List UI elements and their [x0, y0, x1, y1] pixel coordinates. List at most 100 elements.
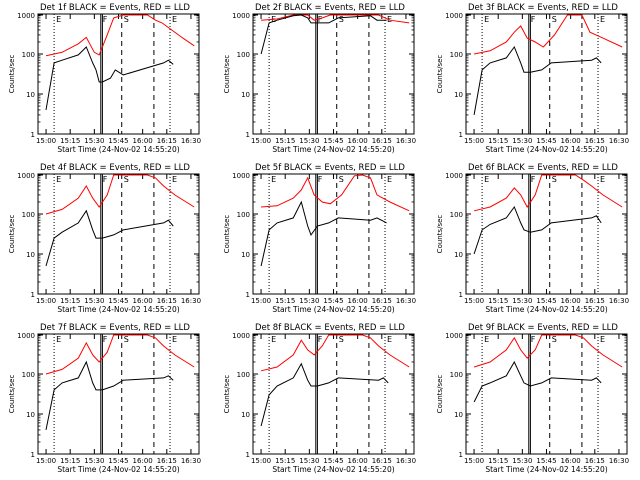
y-tick-label: 100: [237, 51, 250, 59]
x-tick-label: 15:30: [299, 457, 319, 465]
series-line-lld: [473, 174, 623, 212]
x-tick-label: 15:00: [36, 297, 56, 305]
time-marker-label: F: [103, 175, 108, 184]
time-marker-label: F: [103, 335, 108, 344]
y-tick-label: 1000: [445, 172, 463, 180]
x-tick-label: 15:15: [275, 297, 295, 305]
y-tick-label: 1: [31, 131, 35, 139]
chart-title: Det 2f BLACK = Events, RED = LLD: [255, 3, 405, 13]
time-marker-label: E: [484, 15, 489, 24]
chart-panel-1: Det 1f BLACK = Events, RED = LLD 1 10 100 10…: [8, 3, 201, 154]
time-marker-label: F: [318, 175, 323, 184]
y-tick-label: 1000: [232, 172, 250, 180]
time-marker-label: E: [56, 335, 61, 344]
x-tick-label: 16:30: [609, 297, 629, 305]
x-tick-label: 15:15: [275, 457, 295, 465]
y-tick-label: 10: [454, 91, 463, 99]
x-tick-label: 16:00: [133, 297, 153, 305]
y-axis-label: Counts/sec: [8, 375, 16, 414]
y-tick-label: 10: [454, 411, 463, 419]
x-tick-label: 16:15: [372, 137, 392, 145]
y-tick-label: 100: [450, 371, 463, 379]
series-line-events: [45, 209, 174, 267]
series-line-events: [45, 360, 174, 430]
x-tick-label: 16:30: [181, 137, 201, 145]
x-tick-label: 15:15: [60, 457, 80, 465]
y-tick-label: 1: [459, 291, 463, 299]
chart-panel-7: Det 7f BLACK = Events, RED = LLD 1 10 100 10…: [8, 323, 201, 474]
x-axis-label: Start Time (24-Nov-02 14:55:20): [272, 305, 394, 314]
x-axis-label: Start Time (24-Nov-02 14:55:20): [485, 145, 607, 154]
time-marker-label: E: [271, 175, 276, 184]
x-axis-label: Start Time (24-Nov-02 14:55:20): [57, 305, 179, 314]
x-tick-label: 15:45: [536, 457, 556, 465]
x-tick-label: 15:45: [108, 457, 128, 465]
x-tick-label: 16:30: [609, 457, 629, 465]
chart-title: Det 1f BLACK = Events, RED = LLD: [40, 3, 190, 13]
series-line-events: [260, 362, 389, 427]
y-tick-label: 10: [241, 251, 250, 259]
time-marker-label: E: [56, 175, 61, 184]
y-axis-label: Counts/sec: [8, 55, 16, 94]
x-tick-label: 15:00: [464, 297, 484, 305]
time-marker-label: E: [172, 175, 177, 184]
x-tick-label: 16:15: [585, 137, 605, 145]
series-line-lld: [473, 334, 623, 368]
x-tick-label: 15:45: [108, 137, 128, 145]
series-line-lld: [45, 334, 195, 375]
y-tick-label: 1000: [445, 332, 463, 340]
x-axis-label: Start Time (24-Nov-02 14:55:20): [272, 145, 394, 154]
x-tick-label: 16:00: [561, 137, 581, 145]
time-marker-label: F: [531, 15, 536, 24]
y-tick-label: 1000: [17, 12, 35, 20]
series-line-events: [473, 45, 602, 115]
time-marker-label: E: [600, 15, 605, 24]
time-marker-label: S: [124, 335, 129, 344]
x-axis-label: Start Time (24-Nov-02 14:55:20): [485, 305, 607, 314]
y-axis-label: Counts/sec: [223, 215, 231, 254]
x-tick-label: 15:45: [323, 137, 343, 145]
time-marker-label: E: [271, 335, 276, 344]
time-marker-label: E: [484, 175, 489, 184]
x-tick-label: 16:15: [585, 457, 605, 465]
x-tick-label: 16:15: [157, 137, 177, 145]
x-tick-label: 16:15: [157, 297, 177, 305]
time-marker-label: S: [124, 175, 129, 184]
plot-frame: [465, 173, 628, 295]
series-line-events: [473, 205, 602, 255]
x-tick-label: 16:00: [348, 297, 368, 305]
x-tick-label: 16:00: [561, 457, 581, 465]
x-tick-label: 15:45: [323, 457, 343, 465]
chart-panel-3: Det 3f BLACK = Events, RED = LLD 1 10 100 10…: [436, 3, 629, 154]
time-marker-label: E: [387, 175, 392, 184]
y-tick-label: 1000: [232, 332, 250, 340]
time-marker-label: E: [172, 335, 177, 344]
time-marker-label: E: [600, 175, 605, 184]
chart-panel-6: Det 6f BLACK = Events, RED = LLD 1 10 100 10…: [436, 163, 629, 314]
x-tick-label: 15:15: [275, 137, 295, 145]
y-tick-label: 10: [454, 251, 463, 259]
series-line-events: [260, 14, 387, 55]
y-tick-label: 10: [26, 251, 35, 259]
x-tick-label: 15:30: [512, 297, 532, 305]
series-line-events: [473, 360, 602, 403]
x-tick-label: 15:45: [108, 297, 128, 305]
x-tick-label: 15:45: [536, 137, 556, 145]
x-tick-label: 16:30: [181, 297, 201, 305]
time-marker-label: F: [531, 335, 536, 344]
series-line-lld: [45, 14, 195, 57]
x-tick-label: 15:30: [512, 137, 532, 145]
y-tick-label: 1: [459, 451, 463, 459]
time-marker-label: E: [387, 335, 392, 344]
plot-frame: [465, 13, 628, 135]
series-line-lld: [45, 174, 195, 215]
x-axis-label: Start Time (24-Nov-02 14:55:20): [485, 465, 607, 474]
y-tick-label: 1: [31, 291, 35, 299]
time-marker-label: F: [531, 175, 536, 184]
x-tick-label: 16:00: [348, 457, 368, 465]
x-tick-label: 16:30: [396, 457, 416, 465]
x-tick-label: 16:30: [181, 457, 201, 465]
series-line-lld: [474, 14, 623, 55]
y-tick-label: 10: [241, 91, 250, 99]
